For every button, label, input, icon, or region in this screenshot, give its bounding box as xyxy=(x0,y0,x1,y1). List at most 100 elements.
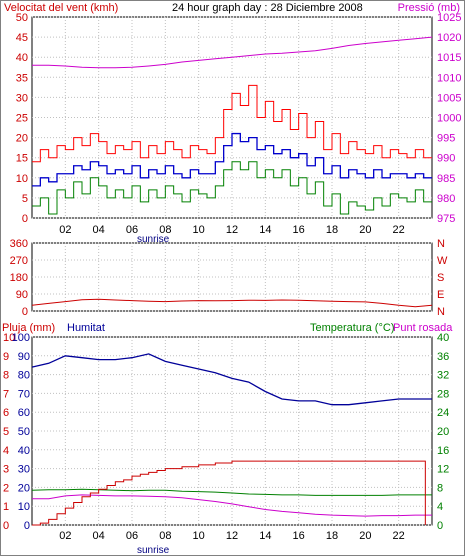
pressure-tick-label: 1005 xyxy=(437,92,461,104)
pressure-tick-label: 995 xyxy=(437,133,455,145)
sunrise-label-top: sunrise xyxy=(137,234,170,245)
wind-hour-label: 04 xyxy=(93,224,105,236)
wind-hour-label: 12 xyxy=(226,224,238,236)
wind-tick-label: 5 xyxy=(22,193,28,205)
climate-hour-label: 16 xyxy=(293,530,305,542)
temperature-tick-label: 4 xyxy=(437,501,443,513)
humidity-tick-label: 60 xyxy=(18,407,30,419)
direction-tick-label: 360 xyxy=(10,238,28,250)
pressure-tick-label: 975 xyxy=(437,213,455,225)
temperature-tick-label: 16 xyxy=(437,445,449,457)
temperature-tick-label: 20 xyxy=(437,426,449,438)
humidity-tick-label: 10 xyxy=(18,501,30,513)
climate-hour-label: 06 xyxy=(126,530,138,542)
compass-tick-label: N xyxy=(437,306,445,318)
wind-hour-label: 08 xyxy=(159,224,171,236)
rain-tick-label: 10 xyxy=(3,332,15,344)
rain-tick-label: 7 xyxy=(3,388,9,400)
wind-hour-label: 20 xyxy=(359,224,371,236)
climate-hour-label: 10 xyxy=(193,530,205,542)
rain-tick-label: 0 xyxy=(3,520,9,532)
graph-title: 24 hour graph day : 28 Diciembre 2008 xyxy=(172,2,363,14)
direction-tick-label: 90 xyxy=(16,289,28,301)
humidity-tick-label: 20 xyxy=(18,482,30,494)
temperature-tick-label: 32 xyxy=(437,370,449,382)
rain-tick-label: 4 xyxy=(3,445,9,457)
climate-hour-label: 22 xyxy=(393,530,405,542)
humidity-tick-label: 70 xyxy=(18,388,30,400)
wind-hour-label: 10 xyxy=(193,224,205,236)
wind-hour-label: 22 xyxy=(393,224,405,236)
wind-hour-label: 06 xyxy=(126,224,138,236)
wind-tick-label: 15 xyxy=(16,153,28,165)
pressure-tick-label: 1015 xyxy=(437,52,461,64)
temperature-tick-label: 8 xyxy=(437,482,443,494)
wind-tick-label: 30 xyxy=(16,92,28,104)
wind-hour-label: 02 xyxy=(59,224,71,236)
temperature-tick-label: 40 xyxy=(437,332,449,344)
pressure-tick-label: 1010 xyxy=(437,72,461,84)
compass-tick-label: S xyxy=(437,272,444,284)
wind-hour-label: 16 xyxy=(293,224,305,236)
temperature-tick-label: 28 xyxy=(437,388,449,400)
rain-tick-label: 2 xyxy=(3,482,9,494)
direction-tick-label: 270 xyxy=(10,255,28,267)
sunrise-label-bottom: sunrise xyxy=(137,545,170,556)
pressure-tick-label: 990 xyxy=(437,153,455,165)
pressure-tick-label: 980 xyxy=(437,193,455,205)
humidity-series xyxy=(31,353,432,406)
compass-tick-label: N xyxy=(437,238,445,250)
wind-tick-label: 50 xyxy=(16,12,28,24)
wind_avg-series xyxy=(32,132,432,187)
wind-tick-label: 10 xyxy=(16,173,28,185)
temperature-tick-label: 0 xyxy=(437,520,443,532)
compass-tick-label: W xyxy=(437,255,448,267)
pressure-tick-label: 1020 xyxy=(437,32,461,44)
wind-axis-title: Velocitat del vent (kmh) xyxy=(4,2,118,14)
climate-hour-label: 20 xyxy=(359,530,371,542)
rain-axis-title: Pluja (mm) xyxy=(2,322,55,334)
dewpoint-axis-title: Punt rosada xyxy=(393,322,453,334)
climate-hour-label: 04 xyxy=(93,530,105,542)
pressure-series xyxy=(32,36,433,69)
wind-tick-label: 45 xyxy=(16,32,28,44)
temperature-tick-label: 24 xyxy=(437,407,449,419)
rain-tick-label: 1 xyxy=(3,501,9,513)
temperature-axis-title: Temperatura (°C) xyxy=(310,322,394,334)
compass-tick-label: E xyxy=(437,289,444,301)
pressure-tick-label: 1000 xyxy=(437,113,461,125)
rain-tick-label: 9 xyxy=(3,351,9,363)
humidity-tick-label: 40 xyxy=(18,445,30,457)
pressure-tick-label: 1025 xyxy=(437,12,461,24)
wind-tick-label: 35 xyxy=(16,72,28,84)
wind-hour-label: 14 xyxy=(259,224,271,236)
pressure-axis-title: Pressió (mb) xyxy=(398,2,460,14)
climate-hour-label: 08 xyxy=(159,530,171,542)
wind-tick-label: 40 xyxy=(16,52,28,64)
direction-tick-label: 0 xyxy=(22,306,28,318)
climate-hour-label: 18 xyxy=(326,530,338,542)
humidity-tick-label: 0 xyxy=(24,520,30,532)
wind-hour-label: 18 xyxy=(326,224,338,236)
wind-tick-label: 25 xyxy=(16,113,28,125)
direction-series xyxy=(31,298,433,308)
temperature-tick-label: 36 xyxy=(437,351,449,363)
humidity-tick-label: 90 xyxy=(18,351,30,363)
humidity-tick-label: 30 xyxy=(18,464,30,476)
temperature-tick-label: 12 xyxy=(437,464,449,476)
climate-hour-label: 12 xyxy=(226,530,238,542)
wind_gust-series xyxy=(32,84,432,163)
dewpoint-series xyxy=(32,494,432,517)
climate-hour-label: 02 xyxy=(59,530,71,542)
humidity-tick-label: 50 xyxy=(18,426,30,438)
climate-hour-label: 14 xyxy=(259,530,271,542)
wind-tick-label: 20 xyxy=(16,133,28,145)
rain-tick-label: 8 xyxy=(3,370,9,382)
rain-tick-label: 5 xyxy=(3,426,9,438)
wind-tick-label: 0 xyxy=(22,213,28,225)
wind_low-series xyxy=(32,161,432,215)
humidity-tick-label: 100 xyxy=(12,332,30,344)
rain-tick-label: 6 xyxy=(3,407,9,419)
